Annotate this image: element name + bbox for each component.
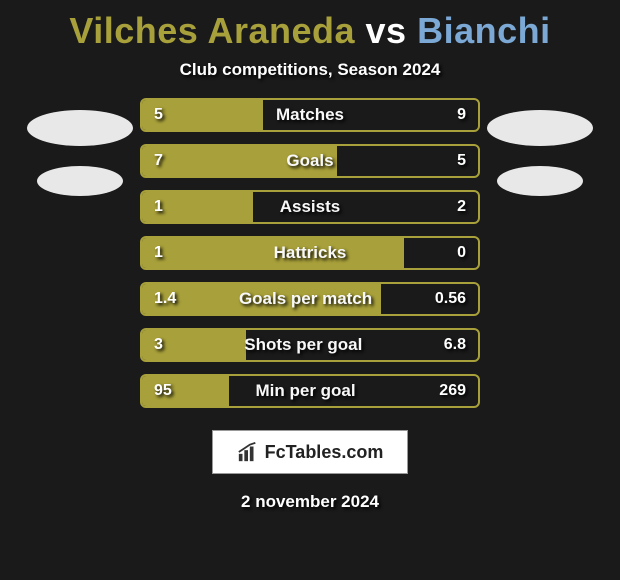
stat-value-right: 2	[457, 198, 478, 216]
stat-label: Goals per match	[176, 289, 435, 309]
stats-bars: 5Matches97Goals51Assists21Hattricks01.4G…	[140, 98, 480, 408]
stat-value-right: 6.8	[444, 336, 478, 354]
player2-avatar	[487, 110, 593, 146]
player2-name: Bianchi	[417, 10, 551, 51]
stat-row: 7Goals5	[140, 144, 480, 178]
stat-value-left: 1	[142, 198, 163, 216]
player1-name: Vilches Araneda	[69, 10, 355, 51]
vs-text: vs	[366, 10, 407, 51]
player1-avatar	[27, 110, 133, 146]
stat-value-right: 9	[457, 106, 478, 124]
player1-team-badge	[37, 166, 123, 196]
stat-row: 1.4Goals per match0.56	[140, 282, 480, 316]
stat-row: 95Min per goal269	[140, 374, 480, 408]
stat-label: Min per goal	[172, 381, 440, 401]
player2-team-badge	[497, 166, 583, 196]
stat-value-left: 3	[142, 336, 163, 354]
stat-value-right: 269	[439, 382, 478, 400]
subtitle: Club competitions, Season 2024	[180, 60, 441, 80]
stat-value-left: 1.4	[142, 290, 176, 308]
logo-text: FcTables.com	[265, 442, 384, 463]
stat-row: 1Assists2	[140, 190, 480, 224]
stat-value-left: 95	[142, 382, 172, 400]
stat-row: 5Matches9	[140, 98, 480, 132]
stat-value-right: 0	[457, 244, 478, 262]
stat-row: 1Hattricks0	[140, 236, 480, 270]
comparison-card: Vilches Araneda vs Bianchi Club competit…	[0, 0, 620, 580]
date-label: 2 november 2024	[241, 492, 379, 512]
stat-label: Matches	[163, 105, 457, 125]
player1-avatar-col	[20, 98, 140, 196]
chart-area: 5Matches97Goals51Assists21Hattricks01.4G…	[0, 98, 620, 408]
stat-value-left: 7	[142, 152, 163, 170]
page-title: Vilches Araneda vs Bianchi	[69, 10, 550, 52]
stat-value-left: 1	[142, 244, 163, 262]
stat-label: Shots per goal	[163, 335, 444, 355]
stat-value-right: 0.56	[435, 290, 478, 308]
player2-avatar-col	[480, 98, 600, 196]
stat-label: Hattricks	[163, 243, 457, 263]
stat-value-right: 5	[457, 152, 478, 170]
logo-box: FcTables.com	[212, 430, 409, 474]
stat-label: Assists	[163, 197, 457, 217]
stat-row: 3Shots per goal6.8	[140, 328, 480, 362]
stat-value-left: 5	[142, 106, 163, 124]
stat-label: Goals	[163, 151, 457, 171]
chart-icon	[237, 441, 259, 463]
